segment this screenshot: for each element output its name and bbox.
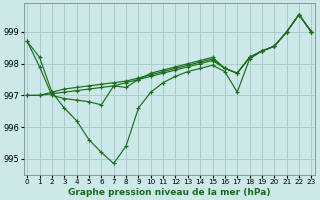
X-axis label: Graphe pression niveau de la mer (hPa): Graphe pression niveau de la mer (hPa)	[68, 188, 270, 197]
